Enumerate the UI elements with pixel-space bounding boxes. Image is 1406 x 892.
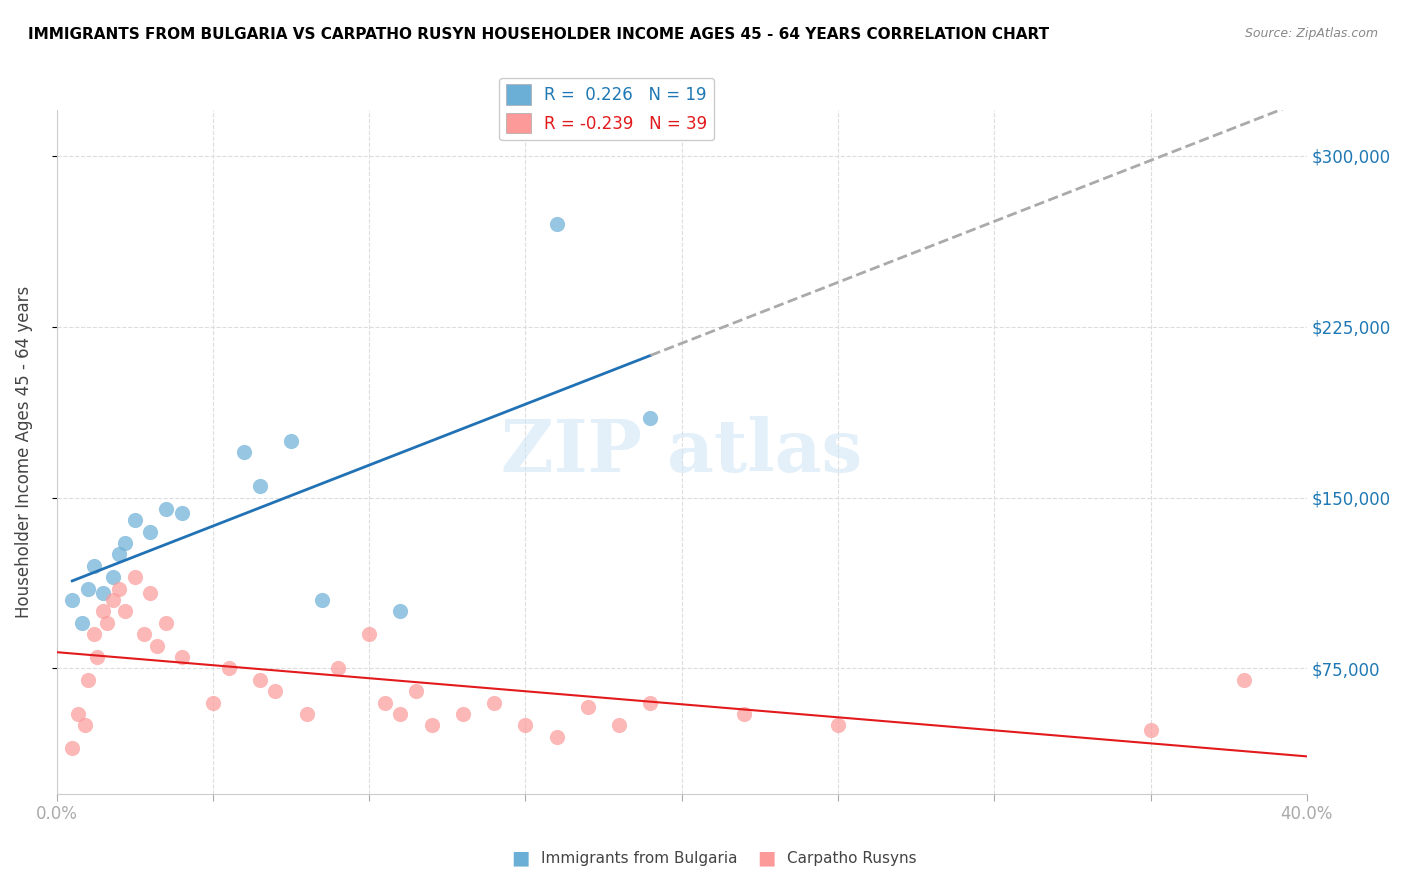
- Point: [170, 650, 193, 665]
- Point: [201, 696, 224, 710]
- Point: [86, 650, 108, 665]
- Point: [139, 524, 162, 539]
- Point: [93, 586, 115, 600]
- Text: ■: ■: [756, 848, 776, 868]
- Point: [1139, 723, 1161, 737]
- Point: [405, 684, 427, 698]
- Point: [96, 615, 118, 630]
- Point: [576, 700, 599, 714]
- Point: [139, 586, 162, 600]
- Point: [83, 627, 105, 641]
- Text: IMMIGRANTS FROM BULGARIA VS CARPATHO RUSYN HOUSEHOLDER INCOME AGES 45 - 64 YEARS: IMMIGRANTS FROM BULGARIA VS CARPATHO RUS…: [28, 27, 1049, 42]
- Point: [640, 410, 662, 425]
- Point: [640, 696, 662, 710]
- Point: [546, 217, 568, 231]
- Point: [76, 673, 98, 687]
- Point: [134, 627, 156, 641]
- Point: [73, 718, 96, 732]
- Point: [60, 741, 83, 756]
- Point: [108, 582, 131, 596]
- Point: [295, 706, 318, 721]
- Point: [67, 706, 90, 721]
- Point: [155, 615, 177, 630]
- Point: [93, 604, 115, 618]
- Point: [389, 604, 412, 618]
- Point: [218, 661, 240, 675]
- Point: [827, 718, 849, 732]
- Point: [155, 502, 177, 516]
- Text: Carpatho Rusyns: Carpatho Rusyns: [787, 851, 917, 865]
- Point: [101, 593, 124, 607]
- Point: [233, 445, 256, 459]
- Y-axis label: Householder Income Ages 45 - 64 years: Householder Income Ages 45 - 64 years: [15, 285, 32, 618]
- Point: [389, 706, 412, 721]
- Text: ZIP atlas: ZIP atlas: [501, 417, 862, 488]
- Point: [60, 593, 83, 607]
- Point: [108, 548, 131, 562]
- Point: [145, 639, 167, 653]
- Point: [515, 718, 537, 732]
- Point: [264, 684, 287, 698]
- Point: [124, 513, 146, 527]
- Point: [280, 434, 302, 448]
- Point: [420, 718, 443, 732]
- Point: [83, 558, 105, 573]
- Point: [374, 696, 396, 710]
- Point: [733, 706, 755, 721]
- Point: [70, 615, 93, 630]
- Point: [124, 570, 146, 584]
- Point: [114, 536, 136, 550]
- Text: ■: ■: [510, 848, 530, 868]
- Point: [1233, 673, 1256, 687]
- Point: [170, 507, 193, 521]
- Point: [101, 570, 124, 584]
- Point: [311, 593, 333, 607]
- Legend: R =  0.226   N = 19, R = -0.239   N = 39: R = 0.226 N = 19, R = -0.239 N = 39: [499, 78, 714, 140]
- Point: [114, 604, 136, 618]
- Point: [546, 730, 568, 744]
- Point: [359, 627, 381, 641]
- Point: [249, 479, 271, 493]
- Text: Immigrants from Bulgaria: Immigrants from Bulgaria: [541, 851, 738, 865]
- Point: [607, 718, 630, 732]
- Text: Source: ZipAtlas.com: Source: ZipAtlas.com: [1244, 27, 1378, 40]
- Point: [451, 706, 474, 721]
- Point: [326, 661, 349, 675]
- Point: [482, 696, 505, 710]
- Point: [76, 582, 98, 596]
- Point: [249, 673, 271, 687]
